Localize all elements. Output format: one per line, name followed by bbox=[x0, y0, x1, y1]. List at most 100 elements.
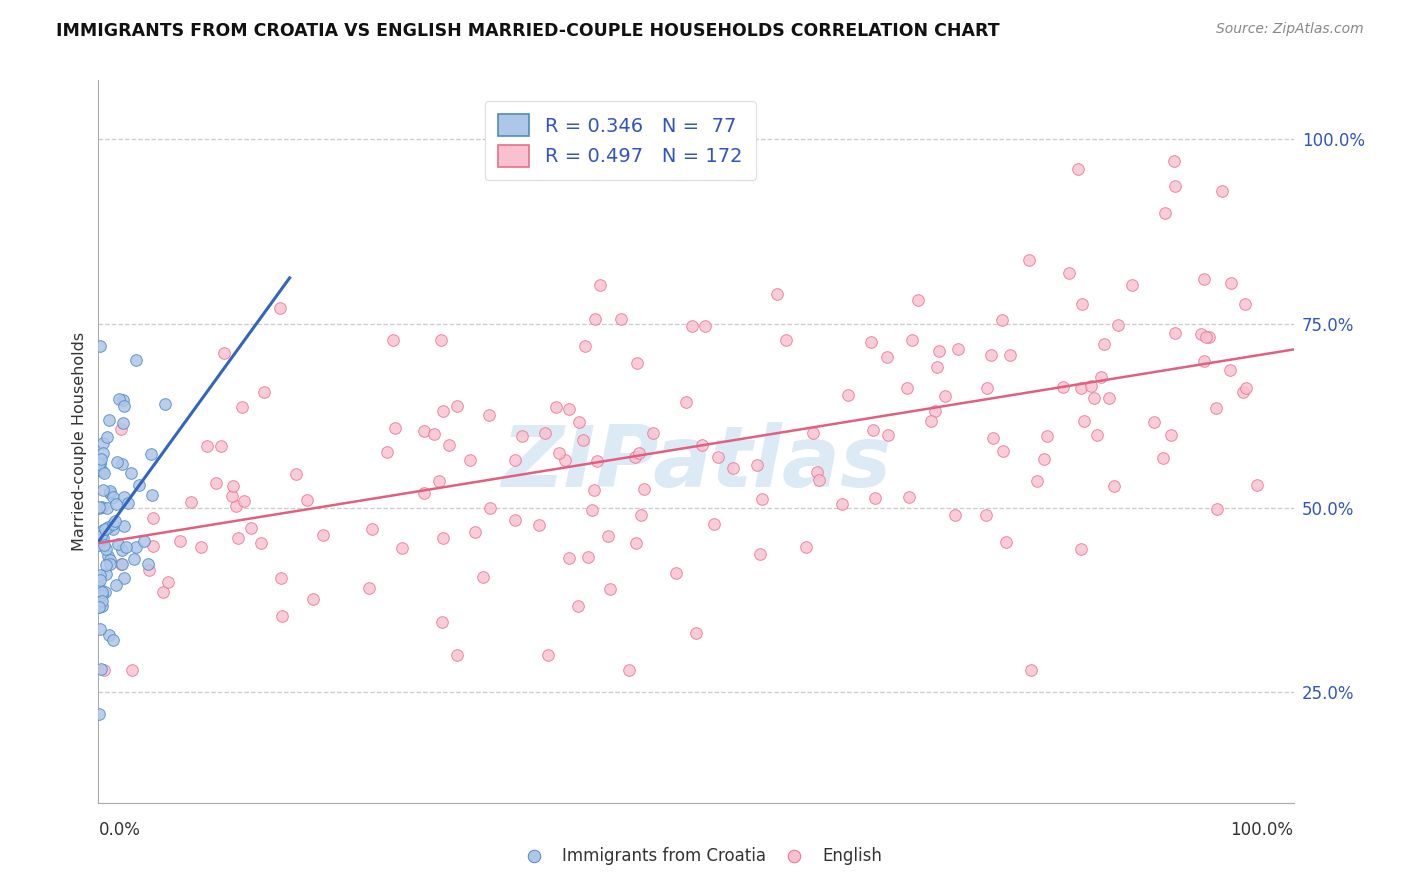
Point bbox=[505, 452, 527, 467]
Point bbox=[703, 516, 725, 531]
Point bbox=[1057, 266, 1080, 280]
Point bbox=[1098, 391, 1121, 405]
Point bbox=[558, 551, 581, 566]
Point bbox=[1234, 297, 1257, 311]
Point bbox=[747, 458, 769, 472]
Point bbox=[91, 446, 114, 460]
Point bbox=[122, 551, 145, 566]
Point bbox=[1070, 542, 1092, 557]
Point bbox=[1220, 277, 1243, 291]
Point bbox=[609, 312, 631, 326]
Point bbox=[89, 622, 111, 636]
Point bbox=[190, 541, 212, 555]
Point bbox=[87, 580, 110, 594]
Point bbox=[375, 444, 398, 458]
Point bbox=[976, 381, 998, 395]
Point bbox=[749, 547, 772, 561]
Point bbox=[155, 397, 177, 411]
Point bbox=[925, 359, 948, 374]
Point bbox=[98, 558, 121, 572]
Text: English: English bbox=[823, 847, 883, 865]
Point bbox=[907, 293, 929, 307]
Text: 100.0%: 100.0% bbox=[1230, 822, 1294, 839]
Point bbox=[89, 339, 111, 353]
Point bbox=[1192, 354, 1215, 368]
Point bbox=[90, 464, 112, 478]
Point bbox=[98, 412, 121, 426]
Point bbox=[572, 433, 595, 447]
Point bbox=[1080, 379, 1102, 393]
Point bbox=[87, 458, 110, 472]
Point bbox=[934, 388, 956, 402]
Point bbox=[643, 426, 665, 441]
Point bbox=[90, 662, 112, 676]
Point bbox=[128, 477, 150, 491]
Point bbox=[808, 474, 831, 488]
Point bbox=[360, 522, 382, 536]
Point bbox=[943, 508, 966, 522]
Point bbox=[89, 463, 111, 477]
Point bbox=[464, 524, 486, 539]
Point bbox=[89, 707, 111, 722]
Point bbox=[557, 401, 579, 416]
Point bbox=[1153, 206, 1175, 220]
Point bbox=[633, 483, 655, 497]
Point bbox=[534, 426, 557, 441]
Point bbox=[94, 558, 117, 573]
Point bbox=[136, 557, 159, 571]
Point bbox=[974, 508, 997, 523]
Point bbox=[685, 626, 707, 640]
Point bbox=[384, 421, 406, 435]
Point bbox=[117, 496, 139, 510]
Point bbox=[920, 414, 942, 428]
Point bbox=[624, 536, 647, 550]
Point bbox=[125, 352, 148, 367]
Point bbox=[94, 541, 117, 556]
Point bbox=[863, 491, 886, 506]
Point bbox=[924, 404, 946, 418]
Point bbox=[222, 479, 245, 493]
Point bbox=[89, 568, 111, 582]
Point bbox=[110, 422, 132, 436]
Point bbox=[471, 569, 494, 583]
Point bbox=[547, 446, 569, 460]
Point bbox=[271, 609, 294, 624]
Point bbox=[430, 333, 453, 347]
Text: 0.0%: 0.0% bbox=[98, 822, 141, 839]
Point bbox=[270, 571, 292, 585]
Point bbox=[1090, 370, 1112, 384]
Point bbox=[478, 408, 501, 422]
Point bbox=[831, 497, 853, 511]
Point bbox=[1143, 415, 1166, 429]
Point bbox=[876, 428, 898, 442]
Point bbox=[1036, 429, 1059, 443]
Point bbox=[120, 467, 142, 481]
Point bbox=[585, 454, 607, 468]
Point bbox=[446, 648, 468, 663]
Point bbox=[1164, 178, 1187, 193]
Text: Immigrants from Croatia: Immigrants from Croatia bbox=[562, 847, 766, 865]
Point bbox=[1205, 401, 1227, 416]
Point bbox=[142, 539, 165, 553]
Point bbox=[928, 344, 950, 359]
Point bbox=[239, 521, 262, 535]
Point bbox=[101, 632, 124, 647]
Point bbox=[359, 581, 381, 595]
Text: ZIPatlas: ZIPatlas bbox=[501, 422, 891, 505]
Legend: R = 0.346   N =  77, R = 0.497   N = 172: R = 0.346 N = 77, R = 0.497 N = 172 bbox=[485, 101, 756, 180]
Point bbox=[721, 461, 744, 475]
Point bbox=[231, 401, 253, 415]
Point bbox=[132, 533, 155, 548]
Point bbox=[269, 301, 291, 316]
Point bbox=[432, 403, 454, 417]
Point bbox=[1107, 318, 1129, 333]
Point bbox=[94, 522, 117, 536]
Point bbox=[301, 591, 323, 606]
Point bbox=[423, 426, 446, 441]
Point bbox=[105, 578, 128, 592]
Point bbox=[209, 439, 232, 453]
Point bbox=[94, 585, 117, 599]
Point bbox=[108, 392, 131, 406]
Point bbox=[226, 531, 249, 545]
Point bbox=[1219, 363, 1241, 377]
